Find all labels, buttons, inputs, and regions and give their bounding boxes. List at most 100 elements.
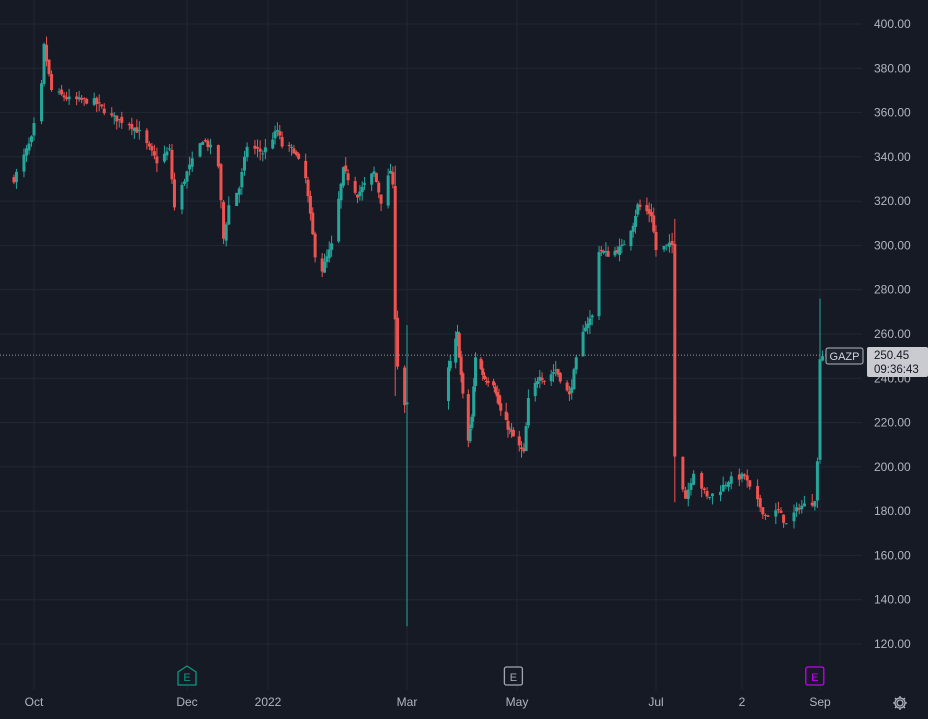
candle xyxy=(673,218,677,503)
candle xyxy=(572,367,576,390)
candle xyxy=(774,503,778,525)
candle xyxy=(654,225,658,257)
candle xyxy=(165,147,169,161)
candle xyxy=(554,360,558,377)
candle xyxy=(740,472,744,483)
price-tick-label: 300.00 xyxy=(874,238,911,252)
gear-icon[interactable] xyxy=(893,696,907,710)
candle xyxy=(702,487,706,494)
candle xyxy=(497,388,501,406)
price-tick-label: 400.00 xyxy=(874,17,911,31)
candle xyxy=(602,249,606,255)
candle xyxy=(85,97,89,105)
price-tick-label: 120.00 xyxy=(874,637,911,651)
price-axis[interactable]: 400.00 380.00 360.00 340.00 320.00 300.00 280.… xyxy=(874,17,911,651)
candle xyxy=(499,395,503,416)
candle xyxy=(391,166,395,189)
candle xyxy=(201,141,205,146)
candle xyxy=(474,352,478,392)
candle xyxy=(700,471,704,498)
candle xyxy=(237,186,241,203)
candle xyxy=(721,476,725,492)
candle xyxy=(62,92,66,102)
candle xyxy=(162,145,166,164)
candle xyxy=(454,331,458,369)
candle xyxy=(287,142,291,152)
candle xyxy=(92,92,96,107)
price-tick-label: 360.00 xyxy=(874,106,911,120)
candle xyxy=(797,503,801,515)
candle xyxy=(763,513,767,521)
candle xyxy=(604,242,608,257)
candle xyxy=(135,119,139,134)
price-tick-label: 180.00 xyxy=(874,504,911,518)
candle xyxy=(810,494,814,508)
candle xyxy=(256,139,260,158)
candle xyxy=(583,321,587,333)
candle xyxy=(645,197,649,215)
candle xyxy=(517,430,521,452)
candle xyxy=(613,246,617,258)
candle xyxy=(222,200,226,245)
candle xyxy=(40,79,44,125)
candle xyxy=(77,90,81,102)
candle xyxy=(102,103,106,116)
candle xyxy=(24,145,28,162)
candle xyxy=(493,382,497,395)
candle xyxy=(470,414,474,431)
candle xyxy=(120,111,124,129)
earnings-marker[interactable]: E xyxy=(503,666,524,686)
candle xyxy=(570,379,574,400)
candle xyxy=(758,494,762,513)
candle xyxy=(472,378,476,422)
candle xyxy=(686,482,690,507)
candle xyxy=(549,369,553,386)
candle xyxy=(665,244,669,251)
candle xyxy=(258,140,262,161)
candle xyxy=(216,144,220,169)
candle xyxy=(638,199,642,211)
candle xyxy=(47,59,51,77)
candle xyxy=(12,174,16,185)
candle xyxy=(540,372,544,384)
candle xyxy=(219,162,223,209)
candle xyxy=(290,144,294,156)
candle xyxy=(756,479,760,507)
time-tick-label: Dec xyxy=(176,695,197,709)
candle xyxy=(82,97,86,106)
candle xyxy=(306,176,310,203)
candle xyxy=(45,36,49,67)
candle xyxy=(224,221,228,247)
time-tick-label: Mar xyxy=(397,695,418,709)
candle xyxy=(100,104,104,109)
price-tick-label: 220.00 xyxy=(874,416,911,430)
earnings-marker[interactable]: E xyxy=(805,666,825,686)
candle xyxy=(815,457,819,509)
candle xyxy=(137,121,141,140)
candle xyxy=(240,168,244,195)
candle xyxy=(67,88,71,105)
candle xyxy=(190,151,194,173)
price-tick-label: 320.00 xyxy=(874,194,911,208)
earnings-marker[interactable]: E xyxy=(177,665,197,686)
candle xyxy=(495,385,499,404)
candle xyxy=(536,377,540,388)
candle xyxy=(370,172,374,192)
candle xyxy=(75,92,79,106)
candle xyxy=(292,144,296,154)
candle xyxy=(311,207,315,236)
candle xyxy=(586,316,590,335)
earnings-marker-label: E xyxy=(510,672,517,684)
candle xyxy=(710,493,714,505)
candle xyxy=(795,502,799,517)
candle xyxy=(684,486,688,499)
candles xyxy=(12,36,825,627)
candle xyxy=(567,385,571,401)
candle xyxy=(327,241,331,263)
time-axis[interactable]: Oct Dec 2022 Mar May Jul 2 Sep xyxy=(25,695,831,709)
candle xyxy=(766,514,770,517)
candle xyxy=(727,480,731,492)
symbol-label: GAZP xyxy=(825,347,864,365)
